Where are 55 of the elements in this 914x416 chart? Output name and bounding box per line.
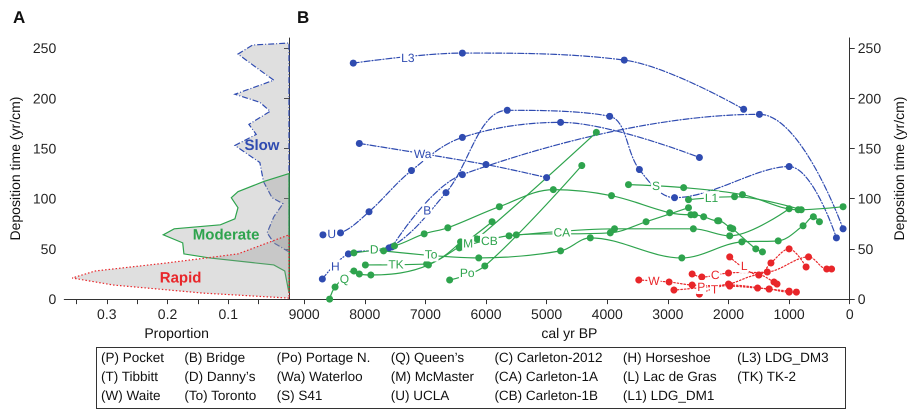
y-tick-label: 250 <box>32 40 56 56</box>
y2-tick-label: 250 <box>858 40 882 56</box>
series-label: Rapid <box>160 270 202 287</box>
x-tick-label: 0 <box>846 306 854 322</box>
series-label: CA <box>553 225 570 240</box>
series-label: H <box>331 259 340 274</box>
x-tick-label: 6000 <box>470 306 502 322</box>
y2-tick-label: 100 <box>858 190 882 207</box>
series-label: P <box>697 280 706 294</box>
y-tick-label: 50 <box>40 240 56 257</box>
chart-title: B <box>297 8 310 27</box>
x-tick-label: 7000 <box>410 306 442 322</box>
series-label: Moderate <box>192 226 260 244</box>
series-label: L <box>740 258 748 273</box>
y2-axis-title: Deposition time (yr/cm) <box>891 96 907 241</box>
x-axis-title: cal yr BP <box>541 325 598 341</box>
series-label: D <box>370 242 379 256</box>
series-label: Slow <box>244 136 280 154</box>
series-label: L1 <box>704 191 719 206</box>
x-tick-label: 3000 <box>652 306 684 322</box>
y-tick-label: 0 <box>48 291 56 308</box>
y2-tick-label: 150 <box>858 140 882 156</box>
y-axis-title: Deposition time (yr/cm) <box>7 96 23 241</box>
series-label: U <box>327 226 336 241</box>
y-tick-label: 100 <box>32 190 56 207</box>
x-tick-label: 0.1 <box>218 306 238 322</box>
x-tick-label: 4000 <box>592 306 624 322</box>
series-label: L3 <box>401 51 415 66</box>
series-label: CB <box>481 234 498 248</box>
series-label: B <box>423 204 432 218</box>
series-label: Q <box>340 272 350 286</box>
chart-title: A <box>13 8 26 27</box>
y-tick-label: 150 <box>32 140 56 156</box>
series-label: Wa <box>414 146 432 161</box>
x-tick-label: 8000 <box>349 306 381 322</box>
x-tick-label: 0.3 <box>97 306 117 322</box>
x-tick-label: 1000 <box>774 306 805 322</box>
series-label: T <box>710 282 719 297</box>
x-tick-label: 5000 <box>531 306 562 322</box>
y2-tick-label: 50 <box>858 240 874 257</box>
series-label: Po <box>460 266 475 280</box>
y2-tick-label: 0 <box>858 291 866 308</box>
series-label: S <box>652 179 660 194</box>
x-tick-label: 9000 <box>288 306 320 322</box>
key-box: (P) Pocket (T) Tibbitt (W) Waite (B) Bridge (D) Danny’s (To) Toronto (Po) Portage N. (Wa) Waterloo (S) S41 (Q) Queen’s (M) McMaster (U) UCLA (C) Carleton-2012 (CA) Carleton-1A (CB) Carleton-1B (H) Horseshoe (L) Lac de Gras (L1) LDG_DM1 (L3) LDG_DM3 (TK) TK-2 <box>96 347 846 409</box>
x-axis-title: Proportion <box>144 325 209 341</box>
x-tick-label: 0.2 <box>158 306 178 322</box>
series-label: C <box>710 268 720 282</box>
series-label: To <box>424 247 438 262</box>
y-tick-label: 200 <box>32 90 56 106</box>
x-tick-label: 2000 <box>712 306 744 322</box>
y2-tick-label: 200 <box>858 90 882 106</box>
series-label: M <box>463 236 474 250</box>
series-label: W <box>648 274 660 288</box>
series-label: TK <box>388 257 404 272</box>
